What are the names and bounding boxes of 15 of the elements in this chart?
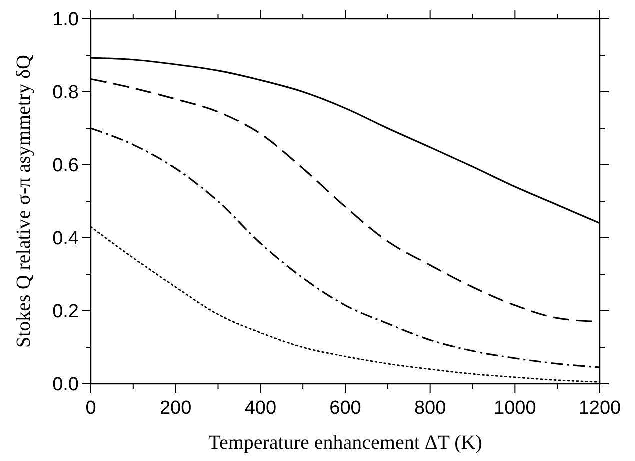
y-tick-label: 0.6 [52, 156, 79, 177]
y-axis-title: Stokes Q relative σ-π asymmetry δQ [13, 54, 35, 348]
x-tick-label: 1200 [578, 398, 622, 419]
text: 0.0 [52, 374, 79, 396]
x-tick-label: 0 [86, 398, 96, 419]
y-tick-label: 0.4 [52, 228, 80, 250]
x-tick-label: 600 [330, 398, 362, 419]
y-tick-label: 0.8 [52, 82, 79, 104]
y-tick-label: 1.0 [52, 10, 79, 31]
x-tick-label: 400 [244, 398, 277, 419]
x-tick-label: 1000 [494, 398, 536, 419]
x-tick-label: 200 [160, 398, 192, 419]
x-tick-label: 800 [414, 398, 446, 419]
y-tick-label: 0.2 [52, 302, 79, 323]
x-axis-title: Temperature enhancement ΔT (K) [208, 432, 482, 454]
